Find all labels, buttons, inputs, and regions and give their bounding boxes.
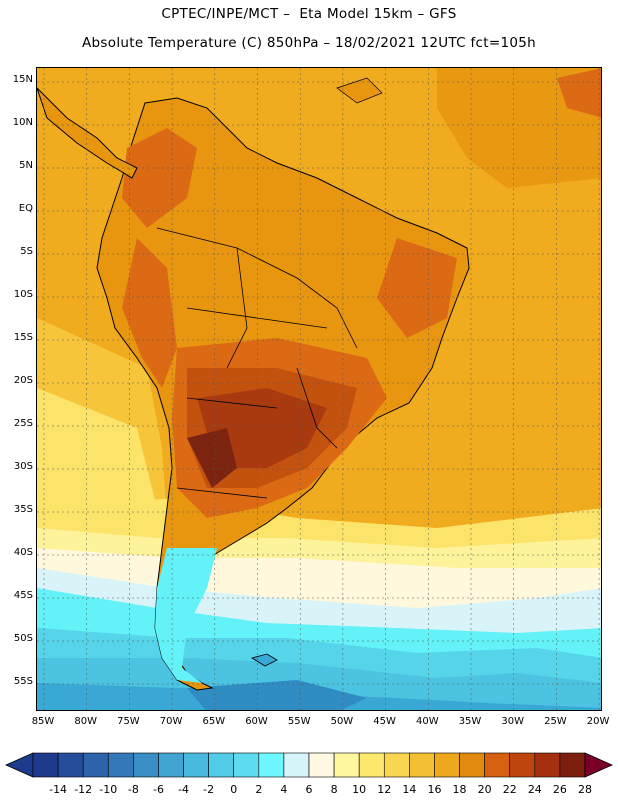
colorbar-tick-label: -2 [203, 783, 215, 796]
latitude-tick-label: 30S [13, 461, 33, 472]
colorbar-tick-label: 4 [280, 783, 288, 796]
colorbar-tick-label: -6 [152, 783, 164, 796]
longitude-tick-label: 65W [202, 716, 226, 727]
warm-ocean-region [437, 68, 601, 188]
latitude-tick-label: 5S [20, 246, 33, 257]
longitude-tick-label: 60W [245, 716, 268, 727]
colorbar-swatch [32, 752, 59, 778]
latitude-tick-label: 40S [13, 547, 33, 558]
colorbar-tick-label: 8 [330, 783, 338, 796]
colorbar-tick-label: 28 [578, 783, 592, 796]
colorbar-swatch [57, 752, 84, 778]
latitude-tick-label: 5N [19, 160, 33, 171]
colorbar-swatch [358, 752, 385, 778]
latitude-tick-label: 50S [13, 633, 33, 644]
longitude-tick-label: 85W [31, 716, 55, 727]
colorbar-swatch [509, 752, 536, 778]
falkland-islands [250, 653, 278, 667]
colorbar-swatch [107, 752, 134, 778]
longitude-tick-label: 25W [544, 716, 567, 727]
longitude-tick-label: 20W [586, 716, 610, 727]
colorbar-swatch [409, 752, 435, 778]
latitude-tick-label: 35S [13, 504, 33, 515]
northeast-brazil-warm [377, 238, 457, 338]
band-minus4 [187, 680, 367, 710]
andes-peru-warm [122, 238, 177, 388]
colorbar-swatch [559, 752, 586, 778]
colorbar-tick-label: -12 [74, 783, 93, 796]
longitude-tick-label: 70W [159, 716, 183, 727]
colorbar-swatch [308, 752, 335, 778]
colorbar-tick-label: 20 [477, 783, 492, 796]
latitude-tick-label: 10S [13, 289, 33, 300]
colorbar-tick-label: 22 [502, 783, 517, 796]
colorbar-swatch [383, 752, 410, 778]
colorbar-left-arrow [5, 752, 34, 778]
caribbean-islands [336, 77, 383, 104]
colorbar-tick-label: -8 [127, 783, 139, 796]
colorbar-swatch [333, 752, 360, 778]
country-borders [156, 227, 358, 499]
colorbar-swatch [183, 752, 209, 778]
colorbar-swatch [258, 752, 285, 778]
colorbar-swatch [434, 752, 460, 778]
temperature-map [36, 67, 602, 711]
warm-ocean-core [557, 68, 601, 118]
colorbar-swatch [133, 752, 159, 778]
latitude-tick-label: 55S [13, 676, 33, 687]
latitude-tick-label: 20S [13, 375, 33, 386]
central-america [37, 87, 138, 179]
colorbar-swatch [208, 752, 235, 778]
colorbar-swatch [283, 752, 310, 778]
colorbar-swatch [484, 752, 511, 778]
latitude-tick-label: 25S [13, 418, 33, 429]
longitude-tick-label: 80W [74, 716, 97, 727]
colorbar-tick-label: 18 [452, 783, 467, 796]
longitude-tick-label: 40W [415, 716, 439, 727]
latitude-tick-label: 15N [12, 74, 33, 85]
map-gridlines [37, 68, 601, 710]
patagonia-cool [155, 548, 217, 683]
colorbar-tick-label: 6 [305, 783, 313, 796]
colorbar-swatch [459, 752, 485, 778]
chart-title-line1: CPTEC/INPE/MCT – Eta Model 15km – GFS [161, 6, 457, 22]
colorbar-tick-label: 16 [427, 783, 442, 796]
longitude-tick-label: 75W [117, 716, 140, 727]
colorbar-swatch [534, 752, 561, 778]
colorbar-tick-label: 2 [255, 783, 263, 796]
colorbar-tick-label: 12 [377, 783, 392, 796]
longitude-tick-label: 55W [287, 716, 311, 727]
colorbar-tick-label: 14 [402, 783, 417, 796]
colorbar-tick-label: -4 [178, 783, 190, 796]
longitude-tick-label: 35W [458, 716, 482, 727]
andes-north-warm [122, 128, 197, 228]
colorbar-swatch [233, 752, 260, 778]
argentina-hottest-core [187, 428, 237, 488]
colorbar-swatch [82, 752, 109, 778]
latitude-tick-label: 45S [13, 590, 33, 601]
longitude-tick-label: 30W [501, 716, 524, 727]
latitude-tick-label: 15S [13, 332, 33, 343]
colorbar-tick-label: -14 [49, 783, 68, 796]
color-scale-bar [5, 752, 613, 778]
colorbar-swatch [158, 752, 184, 778]
map-canvas [37, 68, 601, 710]
colorbar-tick-label: 10 [352, 783, 367, 796]
colorbar-tick-label: 24 [527, 783, 542, 796]
latitude-tick-label: EQ [18, 203, 33, 214]
longitude-tick-label: 50W [330, 716, 354, 727]
latitude-tick-label: 10N [12, 117, 33, 128]
longitude-tick-label: 45W [373, 716, 396, 727]
colorbar-tick-label: -10 [99, 783, 118, 796]
colorbar-right-arrow [584, 752, 613, 778]
colorbar-tick-label: 0 [230, 783, 238, 796]
chart-title-line2: Absolute Temperature (C) 850hPa – 18/02/… [82, 35, 536, 51]
colorbar-tick-label: 26 [552, 783, 567, 796]
ocean-12-west [37, 388, 157, 508]
